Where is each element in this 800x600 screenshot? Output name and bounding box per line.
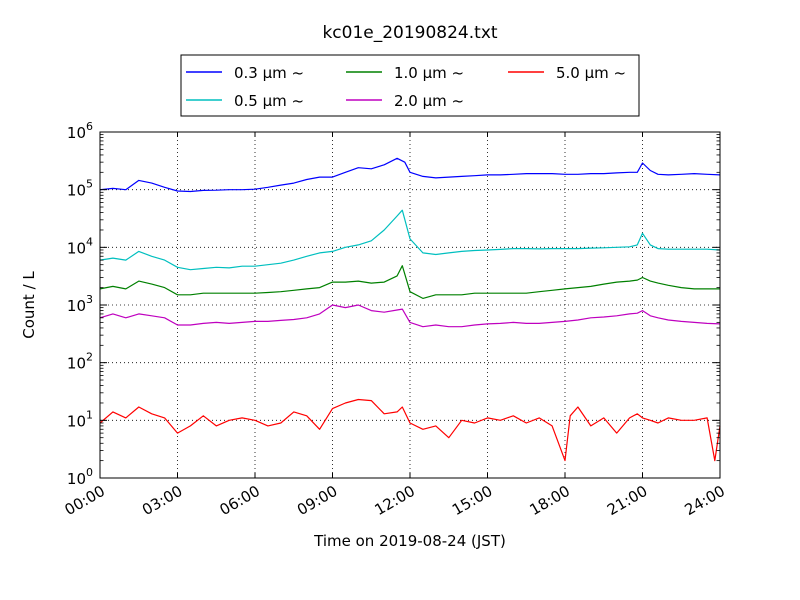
series-line-2 bbox=[99, 209, 721, 271]
series-line-5 bbox=[99, 398, 721, 462]
y-tick-label: 105 bbox=[67, 178, 93, 200]
chart-title: kc01e_20190824.txt bbox=[322, 23, 497, 43]
y-tick-label: 102 bbox=[67, 351, 93, 373]
series-line-3 bbox=[99, 265, 720, 299]
legend-label-1: 0.3 μm ~ bbox=[234, 64, 304, 82]
y-tick-label: 103 bbox=[67, 293, 93, 315]
x-axis-label: Time on 2019-08-24 (JST) bbox=[313, 532, 506, 550]
y-tick-label: 101 bbox=[67, 408, 93, 430]
legend-label-4: 2.0 μm ~ bbox=[394, 92, 464, 110]
y-tick-label: 104 bbox=[67, 235, 93, 257]
series-line-1 bbox=[99, 157, 721, 193]
legend: 0.3 μm ~ 0.5 μm ~ 1.0 μm ~ 2.0 μm ~ 5.0 μm ~ bbox=[180, 54, 640, 117]
series-line-4 bbox=[99, 304, 721, 328]
legend-label-2: 0.5 μm ~ bbox=[234, 92, 304, 110]
y-axis: 100 101 102 103 104 105 106 bbox=[67, 120, 720, 488]
series-lines bbox=[99, 157, 721, 462]
legend-label-3: 1.0 μm ~ bbox=[394, 64, 464, 82]
legend-frame bbox=[180, 54, 640, 117]
legend-label-5: 5.0 μm ~ bbox=[556, 64, 626, 82]
y-tick-label: 106 bbox=[67, 120, 93, 142]
y-axis-label: Count / L bbox=[20, 271, 38, 339]
y-tick-label: 100 bbox=[67, 466, 93, 488]
